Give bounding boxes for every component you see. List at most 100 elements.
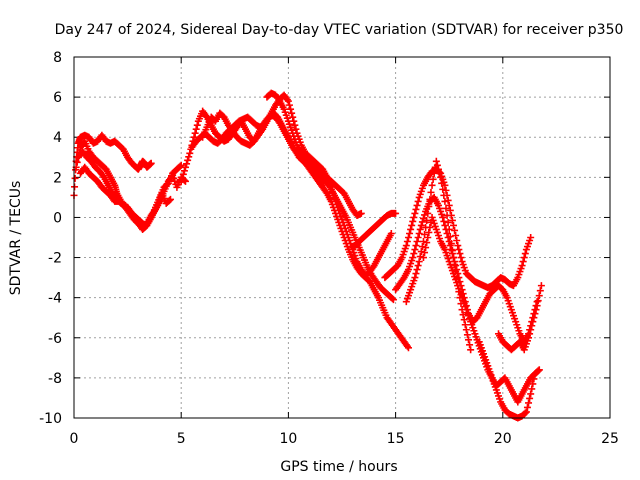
data-point	[536, 287, 544, 295]
x-tick-label: 20	[494, 431, 512, 447]
data-point	[443, 211, 451, 219]
data-point	[419, 254, 427, 262]
y-tick-label: 2	[53, 170, 62, 186]
data-point	[462, 326, 470, 334]
data-point	[403, 238, 411, 246]
data-point	[433, 161, 441, 169]
data-point	[412, 205, 420, 213]
data-point	[409, 254, 417, 262]
data-point	[421, 211, 429, 219]
data-point	[418, 243, 426, 251]
data-point	[466, 341, 474, 349]
data-point	[528, 322, 536, 330]
data-point	[439, 213, 447, 221]
data-point	[421, 249, 429, 257]
data-point	[527, 234, 535, 241]
data-point	[186, 149, 194, 157]
x-tick-label: 0	[70, 431, 79, 447]
data-point	[530, 375, 538, 383]
data-point	[425, 202, 433, 210]
data-point	[467, 346, 475, 354]
data-point	[413, 201, 421, 209]
data-point	[99, 172, 107, 180]
data-point	[534, 297, 542, 305]
x-tick-label: 25	[601, 431, 619, 447]
data-point	[416, 253, 424, 261]
data-point	[461, 321, 469, 329]
data-point	[410, 250, 418, 258]
data-point	[419, 238, 427, 246]
data-point	[444, 196, 452, 204]
data-point	[463, 331, 471, 339]
data-point	[432, 157, 440, 165]
y-tick-label: 6	[53, 90, 62, 106]
data-points	[70, 89, 545, 422]
data-point	[537, 282, 545, 290]
data-point	[176, 162, 184, 170]
y-tick-label: -8	[48, 371, 62, 387]
data-point	[533, 302, 541, 310]
data-point	[413, 238, 421, 246]
data-point	[519, 258, 527, 266]
data-point	[71, 174, 79, 182]
data-point	[410, 213, 418, 221]
data-point	[440, 217, 448, 225]
data-point	[423, 216, 431, 224]
y-tick-label: 8	[53, 50, 62, 66]
data-point	[406, 229, 414, 237]
data-point	[284, 97, 292, 105]
data-point	[426, 195, 434, 203]
data-point	[413, 266, 421, 274]
y-tick-label: -6	[48, 331, 62, 347]
data-point	[428, 181, 436, 189]
data-point	[177, 177, 185, 185]
data-point	[184, 156, 192, 164]
y-tick-label: 4	[53, 130, 62, 146]
data-point	[424, 234, 432, 241]
data-point	[181, 163, 189, 171]
data-point	[402, 242, 410, 250]
data-point	[407, 225, 415, 233]
data-point	[177, 161, 185, 169]
data-point	[534, 367, 542, 375]
data-point	[456, 250, 464, 258]
y-tick-labels: -10 -8 -6 -4 -2 0 2 4 6 8	[39, 50, 62, 427]
data-point	[404, 344, 412, 352]
data-point	[417, 248, 425, 256]
y-tick-label: 0	[53, 210, 62, 226]
data-point	[459, 311, 467, 319]
data-point	[442, 204, 450, 212]
data-point	[444, 218, 452, 226]
data-point	[283, 96, 291, 104]
data-point	[424, 209, 432, 217]
data-point	[409, 217, 417, 225]
data-point	[399, 275, 407, 283]
data-point	[412, 242, 420, 250]
data-point	[426, 223, 434, 231]
data-point	[427, 188, 435, 196]
data-point	[73, 158, 81, 166]
data-point	[449, 221, 457, 229]
data-point	[521, 409, 529, 417]
data-point	[523, 403, 531, 411]
data-point	[165, 196, 173, 204]
data-point	[369, 263, 377, 271]
data-point	[408, 221, 416, 229]
data-point	[179, 170, 187, 178]
data-point	[529, 318, 537, 326]
data-point	[192, 125, 200, 133]
data-point	[429, 175, 437, 183]
data-point	[414, 262, 422, 270]
data-point	[417, 221, 425, 229]
data-point	[446, 232, 454, 240]
data-point	[414, 197, 422, 205]
data-point	[530, 314, 538, 322]
data-point	[289, 113, 297, 121]
data-point	[202, 112, 210, 120]
data-point	[291, 121, 299, 129]
data-point	[166, 195, 174, 203]
data-point	[422, 244, 430, 252]
data-point	[526, 330, 534, 338]
data-point	[449, 254, 457, 262]
data-point	[527, 390, 535, 398]
